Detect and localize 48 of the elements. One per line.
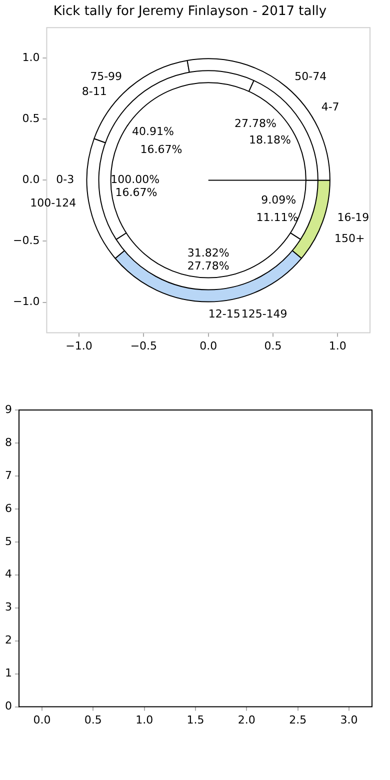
x-tick-label: 0.0: [33, 713, 51, 726]
category-label: 4-7: [321, 100, 340, 114]
y-tick-label: 0.0: [22, 173, 40, 186]
x-tick-label: 1.5: [186, 713, 204, 726]
y-tick-label: 6: [5, 502, 12, 515]
category-label: 75-99: [90, 70, 122, 84]
text: 9.09%: [261, 194, 296, 207]
data-label: 100.00%: [110, 173, 160, 186]
y-tick-label: 3: [5, 600, 12, 614]
y-tick-label: −0.5: [12, 234, 40, 248]
y-tick-label: 1: [5, 666, 12, 680]
y-tick-label: 2: [5, 634, 12, 647]
x-tick-label: 0.5: [264, 339, 282, 352]
category-label: 100-124: [30, 196, 76, 210]
category-label: 8-11: [82, 85, 107, 98]
y-tick-label: 0.5: [22, 112, 40, 126]
text: 16.67%: [140, 142, 182, 156]
y-tick-label: 1.0: [22, 50, 40, 64]
category-label: 125-149: [241, 307, 288, 320]
x-tick-label: 1.0: [136, 713, 154, 726]
y-tick-label: 5: [5, 534, 12, 548]
category-label: 16-19: [337, 210, 370, 224]
x-tick-label: 0.0: [200, 339, 218, 352]
category-label: 50-74: [294, 70, 327, 84]
x-tick-label: 3.0: [340, 713, 358, 726]
y-tick-label: 9: [5, 402, 12, 416]
text: 40.91%: [132, 125, 174, 138]
text: 18.18%: [249, 133, 291, 146]
chart-title: Kick tally for Jeremy Finlayson - 2017 tally: [53, 4, 327, 20]
text: 16.67%: [115, 186, 158, 199]
y-tick-label: 7: [5, 468, 12, 482]
y-tick-label: 8: [5, 436, 12, 449]
y-tick-label: 4: [5, 568, 12, 581]
y-tick-label: 0: [5, 700, 12, 713]
text: 31.82%: [187, 246, 230, 260]
y-tick-label: −1.0: [12, 295, 40, 308]
x-tick-label: 1.0: [328, 339, 346, 352]
category-label: 12-15: [208, 307, 240, 320]
slice-label: 0-3: [56, 173, 74, 186]
x-tick-label: 2.5: [289, 713, 307, 726]
text: 27.78%: [234, 116, 276, 130]
text: 27.78%: [187, 259, 230, 272]
text: 11.11%: [256, 211, 298, 224]
x-tick-label: 0.5: [84, 713, 102, 726]
x-tick-label: −0.5: [130, 339, 158, 352]
category-label: 150+: [334, 232, 365, 245]
x-tick-label: 2.0: [238, 713, 256, 726]
x-tick-label: −1.0: [66, 339, 92, 352]
